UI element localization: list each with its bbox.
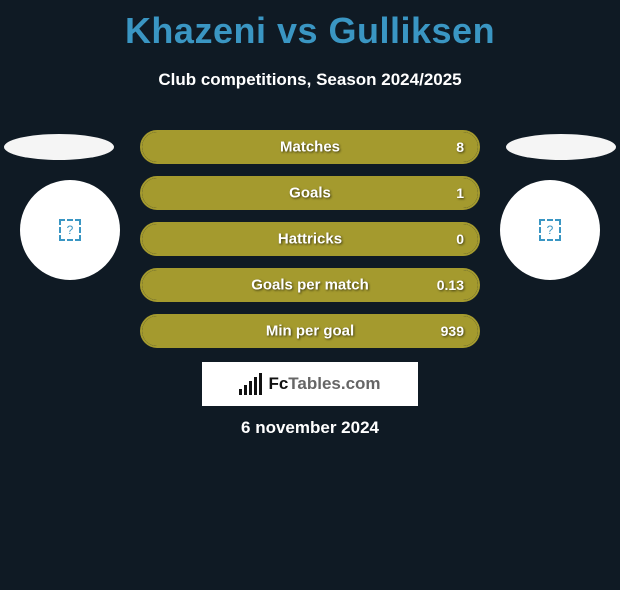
logo-text: FcTables.com: [268, 374, 380, 394]
stat-value-right: 0: [456, 231, 464, 247]
logo-bars-icon: [239, 373, 262, 395]
stat-bar: Matches8: [140, 130, 480, 164]
avatar-placeholder-icon: ?: [539, 219, 561, 241]
stat-value-right: 0.13: [437, 277, 464, 293]
stats-bars: Matches8Goals1Hattricks0Goals per match0…: [140, 130, 480, 360]
stat-value-right: 1: [456, 185, 464, 201]
logo-brand: Fc: [268, 374, 288, 393]
fctables-logo: FcTables.com: [202, 362, 418, 406]
page-title: Khazeni vs Gulliksen: [0, 10, 620, 52]
stat-label: Hattricks: [142, 231, 478, 248]
stat-label: Min per goal: [142, 323, 478, 340]
stat-label: Goals per match: [142, 277, 478, 294]
stat-bar: Goals per match0.13: [140, 268, 480, 302]
stat-bar: Goals1: [140, 176, 480, 210]
stat-value-right: 939: [441, 323, 464, 339]
player-avatar-left: ?: [20, 180, 120, 280]
stat-label: Matches: [142, 139, 478, 156]
flag-left: [4, 134, 114, 160]
stat-bar: Hattricks0: [140, 222, 480, 256]
flag-right: [506, 134, 616, 160]
avatar-placeholder-icon: ?: [59, 219, 81, 241]
player-avatar-right: ?: [500, 180, 600, 280]
stat-bar: Min per goal939: [140, 314, 480, 348]
subtitle: Club competitions, Season 2024/2025: [0, 70, 620, 90]
stat-value-right: 8: [456, 139, 464, 155]
stat-label: Goals: [142, 185, 478, 202]
date-text: 6 november 2024: [0, 418, 620, 438]
logo-rest: Tables.com: [288, 374, 380, 393]
